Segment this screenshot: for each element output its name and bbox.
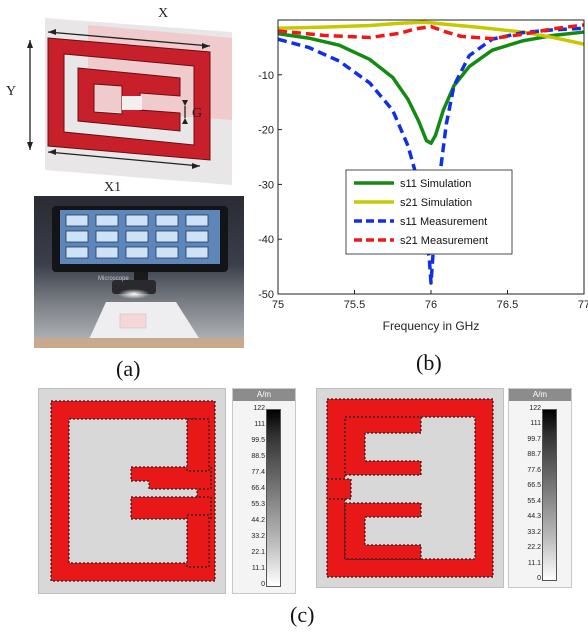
scale-tick-label: 11.1 [527, 559, 541, 567]
scale-unit-label-right: A/m [509, 389, 571, 401]
scale-tick-label: 111 [254, 421, 265, 428]
caption-c: (c) [290, 602, 315, 627]
scale-tick-label: 0 [537, 575, 541, 582]
color-scale-right: A/m 122 111 99.7 88.7 77.6 66.5 55.4 44.3 33.2 22… [508, 388, 572, 588]
x-axis-label: Frequency in GHz [383, 319, 480, 333]
x-tick-label: 76 [425, 299, 437, 311]
x-tick-label: 76.5 [497, 299, 518, 311]
legend-label: s11 Simulation [400, 178, 471, 190]
scale-tick-label: 0 [261, 581, 265, 588]
scale-tick-label: 22.2 [527, 544, 541, 552]
caption-b: (b) [416, 350, 442, 375]
legend-label: s21 Measurement [400, 235, 488, 247]
scale-tick-label: 22.1 [251, 549, 265, 556]
legend-label: s21 Simulation [400, 197, 472, 209]
y-tick-label: -20 [258, 125, 274, 137]
microscope-photo [34, 196, 244, 348]
y-tick-label: -30 [258, 179, 274, 191]
x-tick-label: 75.5 [344, 299, 365, 311]
scale-unit-label: A/m [233, 389, 295, 401]
field-map-left [38, 388, 226, 594]
scale-tick-label: 55.4 [527, 497, 541, 505]
dim-label-x1: X1 [104, 180, 122, 195]
y-tick-label: -50 [258, 289, 274, 301]
x-tick-label: 75 [272, 299, 284, 311]
y-tick-label: -10 [258, 70, 274, 82]
y-tick-label: -40 [258, 234, 274, 246]
dim-label-g: G [192, 106, 203, 121]
dim-label-y: Y [6, 84, 17, 99]
scale-tick-label: 44.3 [527, 513, 541, 521]
series-line-4 [277, 23, 585, 41]
field-map-right [316, 388, 504, 588]
scale-tick-label: 44.2 [251, 517, 265, 524]
caption-a: (a) [116, 356, 141, 381]
scale-tick-label: 88.5 [251, 453, 265, 460]
scale-tick-label: 122 [529, 405, 541, 412]
color-scale-left: A/m 122 111 99.5 88.5 77.4 66.4 55.3 44.2 33.2 22… [232, 388, 296, 594]
scale-tick-label: 66.5 [527, 482, 541, 490]
plot-frame [277, 19, 585, 295]
legend-label: s11 Measurement [400, 216, 487, 228]
scale-tick-label: 77.6 [527, 466, 541, 474]
scale-tick-label: 111 [530, 420, 541, 428]
resonator-diagram [27, 18, 232, 185]
scale-tick-label: 11.1 [251, 565, 265, 572]
microscope-brand-text: Microscope [98, 276, 129, 282]
scale-tick-label: 99.7 [527, 435, 541, 443]
scale-tick-label: 66.4 [251, 485, 265, 492]
x-tick-label: 77 [578, 299, 588, 311]
scale-tick-label: 33.2 [527, 528, 541, 536]
scale-tick-label: 122 [253, 405, 265, 412]
series-line-1 [277, 30, 585, 146]
s-parameter-chart: 75 75.5 76 76.5 77 -10 -20 -30 -40 -50 s11 Simula… [258, 19, 588, 333]
scale-tick-label: 88.7 [527, 451, 541, 459]
scale-tick-label: 55.3 [251, 501, 265, 508]
scale-tick-label: 99.5 [251, 437, 265, 444]
dim-label-x: X [158, 6, 169, 21]
scale-tick-label: 33.2 [251, 533, 265, 540]
scale-tick-label: 77.4 [251, 469, 265, 476]
